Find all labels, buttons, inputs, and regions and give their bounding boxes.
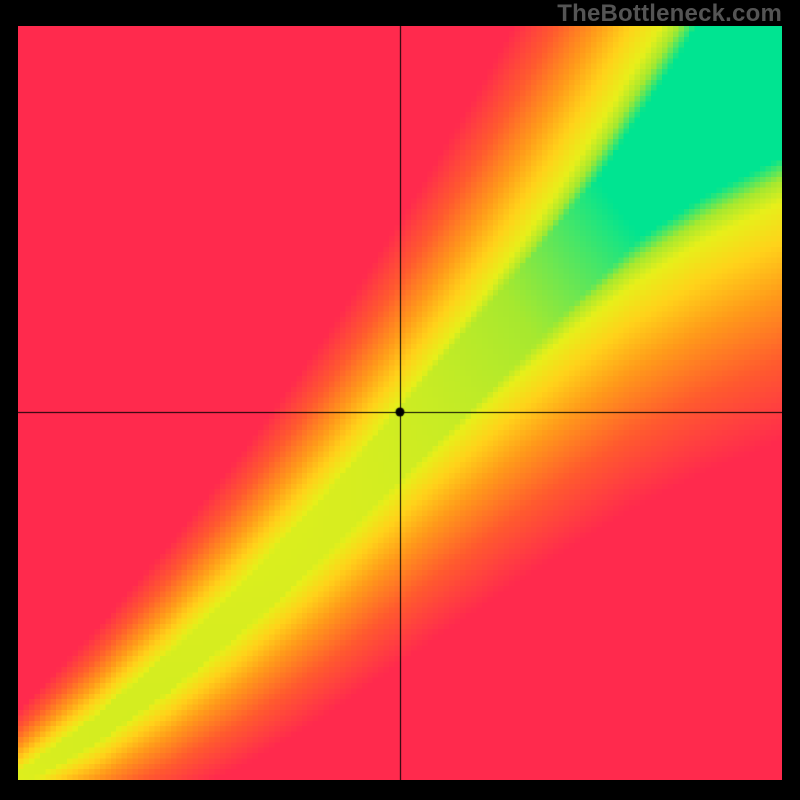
chart-container: TheBottleneck.com bbox=[0, 0, 800, 800]
bottleneck-heatmap bbox=[18, 26, 782, 780]
watermark-text: TheBottleneck.com bbox=[557, 0, 782, 28]
